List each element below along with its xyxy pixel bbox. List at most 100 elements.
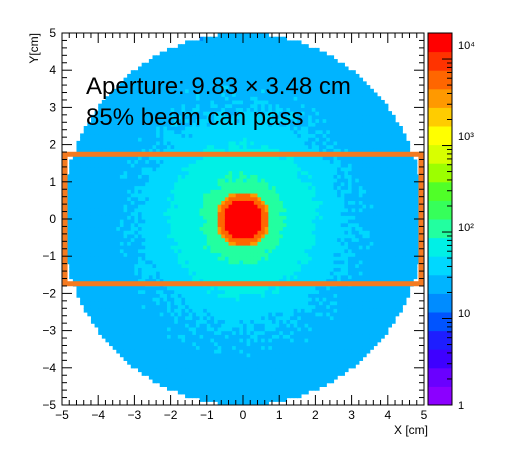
heatmap-cell [134,73,139,79]
heatmap-cell [76,163,81,168]
heatmap-cell [246,114,251,120]
heatmap-cell [279,319,284,324]
heatmap-cell [145,263,150,268]
heatmap-cell [246,207,251,213]
heatmap-cell [224,192,230,198]
heatmap-cell [203,375,208,380]
heatmap-cell [119,133,125,138]
heatmap-cell [217,122,222,127]
heatmap-cell [257,323,262,328]
heatmap-cell [174,114,179,120]
heatmap-cell [152,126,157,131]
heatmap-cell [224,338,230,343]
heatmap-cell [253,323,259,328]
heatmap-cell [228,166,233,172]
heatmap-cell [76,259,81,265]
heatmap-cell [199,126,204,131]
heatmap-cell [264,148,269,153]
heatmap-cell [210,174,215,179]
heatmap-cell [257,163,262,168]
heatmap-cell [130,103,135,108]
heatmap-cell [130,278,135,283]
heatmap-cell [105,237,110,242]
heatmap-cell [181,185,186,190]
heatmap-cell [214,349,219,354]
heatmap-cell [80,159,85,164]
heatmap-cell [199,92,204,97]
heatmap-cell [166,278,172,283]
heatmap-cell [271,73,277,79]
heatmap-cell [174,118,179,123]
heatmap-cell [250,323,255,328]
heatmap-cell [174,271,179,276]
heatmap-cell [119,222,125,228]
heatmap-cell [239,122,244,127]
heatmap-cell [206,155,212,161]
heatmap-cell [145,122,150,127]
heatmap-cell [257,33,262,38]
heatmap-cell [192,66,197,71]
heatmap-cell [123,219,128,224]
heatmap-cell [159,81,164,86]
heatmap-cell [138,99,143,105]
heatmap-cell [232,230,237,235]
heatmap-cell [130,289,135,294]
heatmap-cell [217,233,222,239]
heatmap-cell [152,107,157,112]
heatmap-cell [116,219,121,224]
heatmap-cell [192,189,197,194]
heatmap-cell [246,107,251,112]
heatmap-cell [228,397,233,402]
heatmap-cell [279,338,284,343]
heatmap-cell [271,174,277,179]
heatmap-cell [243,248,248,254]
heatmap-cell [185,319,190,324]
heatmap-cell [264,144,269,149]
heatmap-cell [217,393,222,399]
heatmap-cell [246,66,251,71]
heatmap-cell [166,300,172,306]
heatmap-cell [83,271,88,276]
heatmap-cell [174,319,179,324]
heatmap-cell [98,304,103,309]
heatmap-cell [217,315,222,321]
heatmap-cell [188,338,193,343]
heatmap-cell [279,371,284,376]
heatmap-cell [243,118,248,123]
heatmap-cell [264,323,269,328]
heatmap-cell [214,330,219,335]
heatmap-cell [152,137,157,142]
heatmap-cell [217,330,222,335]
heatmap-cell [138,114,143,120]
heatmap-cell [159,163,164,168]
heatmap-cell [94,122,99,127]
heatmap-cell [217,174,222,179]
heatmap-cell [275,159,280,164]
heatmap-cell [109,315,114,321]
heatmap-cell [181,386,186,391]
heatmap-cell [239,315,244,321]
heatmap-cell [210,47,215,53]
heatmap-cell [72,252,78,257]
heatmap-cell [257,378,262,384]
heatmap-cell [87,166,92,172]
heatmap-cell [156,226,161,231]
heatmap-cell [170,378,175,384]
heatmap-cell [138,349,143,354]
heatmap-cell [250,148,255,153]
heatmap-cell [123,334,128,339]
heatmap-cell [279,215,284,220]
heatmap-cell [177,200,183,205]
heatmap-cell [87,204,92,209]
heatmap-cell [243,196,248,201]
heatmap-cell [112,330,117,335]
heatmap-cell [188,118,193,123]
heatmap-cell [134,204,139,209]
heatmap-cell [101,300,107,306]
heatmap-cell [246,185,251,190]
heatmap-cell [159,226,164,231]
heatmap-cell [90,215,96,220]
heatmap-cell [105,204,110,209]
heatmap-cell [203,263,208,268]
heatmap-cell [243,207,248,213]
